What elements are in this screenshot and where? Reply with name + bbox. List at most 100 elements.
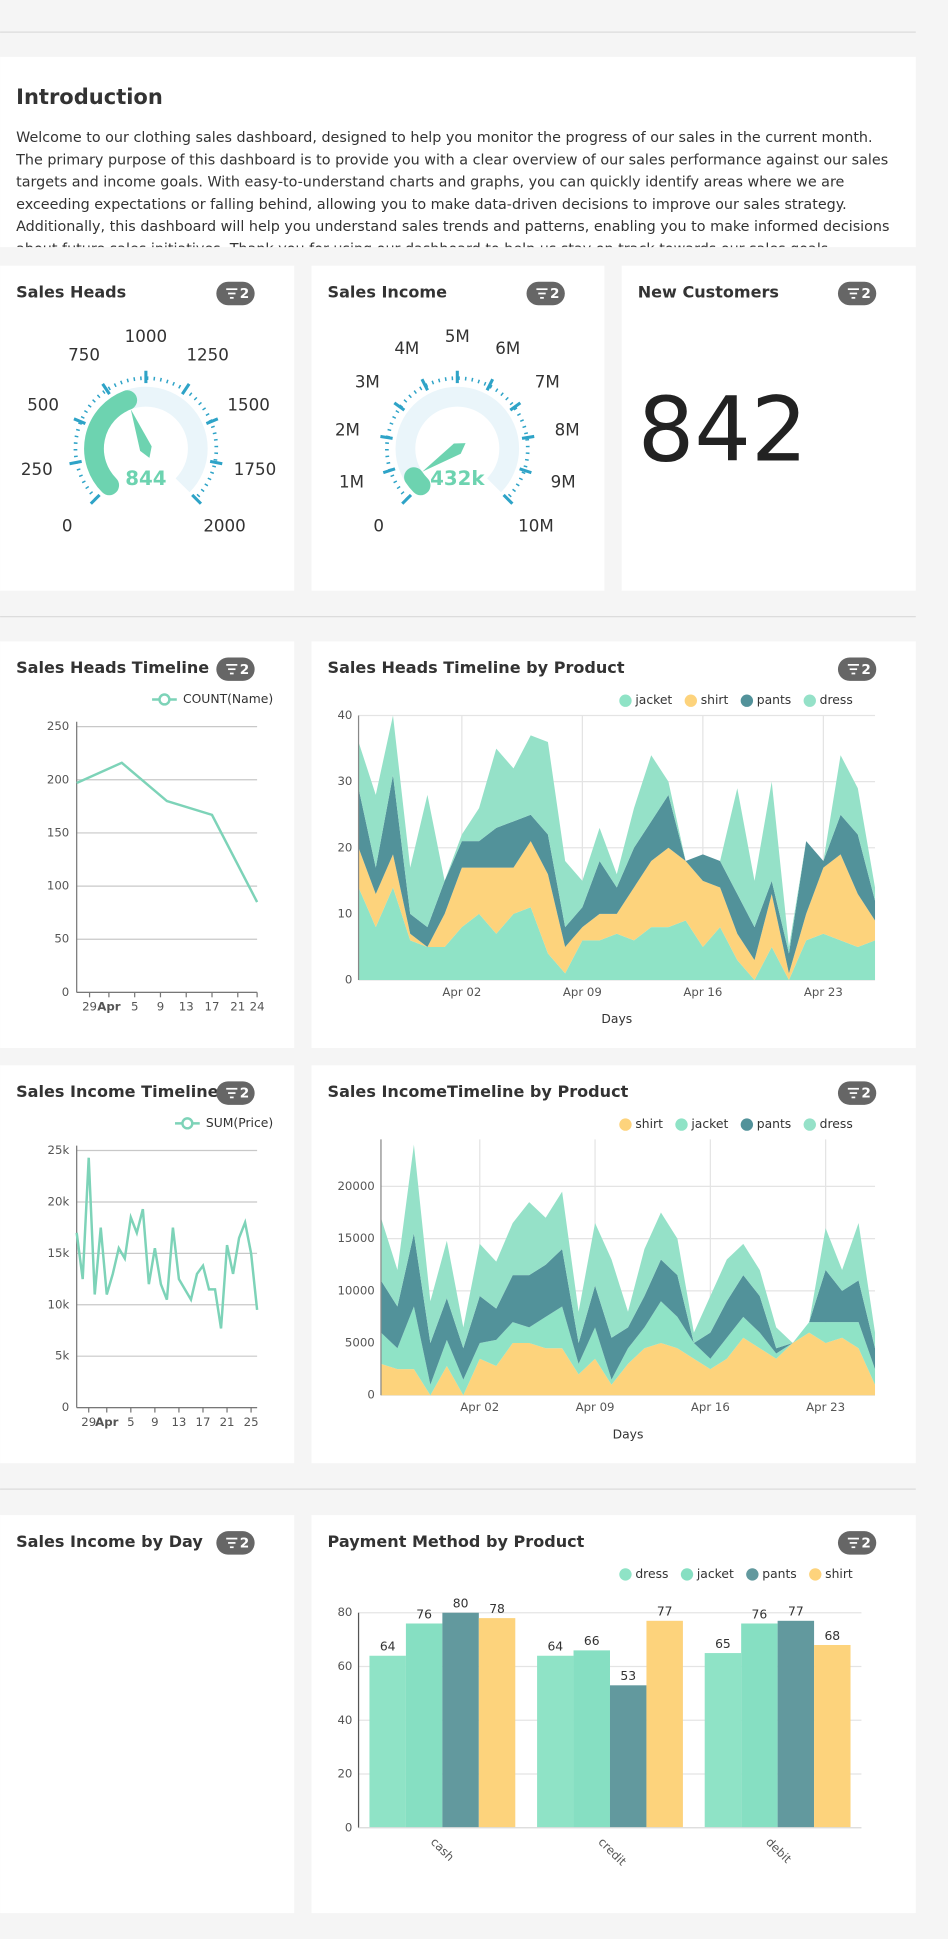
gauge-tick-label: 0: [62, 517, 73, 536]
x-tick-label: Apr: [95, 1415, 118, 1429]
card-bg: [311, 265, 605, 591]
filter-badge[interactable]: 2: [216, 1531, 255, 1555]
filter-badge[interactable]: 2: [837, 1531, 877, 1555]
card: Sales Heads 2 0 250 500 750 1000 1250 1500 1750 20…: [0, 265, 295, 591]
intro-box: Introduction Welcome to our clothing sal…: [0, 57, 916, 247]
x-tick-label: 29: [81, 1415, 96, 1429]
legend-marker: [619, 1118, 632, 1131]
x-tick-label: 13: [179, 1000, 194, 1014]
card-title: New Customers: [638, 282, 779, 301]
legend: COUNT(Name): [152, 692, 273, 706]
y-tick-label: 20: [337, 840, 352, 854]
badge-count[interactable]: 2: [240, 662, 249, 678]
x-tick-label: Apr 23: [804, 985, 843, 999]
legend-label: pants: [757, 1117, 791, 1131]
legend-label: jacket: [634, 693, 672, 707]
badge-count[interactable]: 2: [550, 286, 559, 302]
gauge-tick: [73, 417, 86, 425]
card-title: Sales Income by Day: [16, 1532, 203, 1551]
gauge-tick: [420, 378, 429, 391]
filter-badge[interactable]: 2: [216, 657, 255, 681]
gauge-track: [395, 386, 520, 493]
y-tick-label: 80: [337, 1605, 352, 1619]
intro-title: Introduction: [16, 85, 163, 110]
y-tick-label: 10k: [48, 1297, 70, 1311]
intro-text: Welcome to our clothing sales dashboard,…: [16, 128, 890, 248]
legend-marker: [619, 1568, 632, 1581]
card: Sales Heads Timeline 2 0 50 100 150 200 250 29 Ap…: [0, 641, 295, 1048]
series-line: [76, 761, 259, 903]
x-tick-label: Apr 02: [460, 1400, 499, 1414]
x-axis-title: Days: [613, 1427, 644, 1441]
intro-card: [0, 56, 916, 248]
gauge-tick: [89, 493, 101, 505]
intro: Introduction Welcome to our clothing sal…: [0, 57, 916, 247]
gauge-value-label: 844: [125, 467, 166, 490]
x-tick-label: Apr 09: [576, 1400, 615, 1414]
filter-badge[interactable]: 2: [216, 1081, 255, 1105]
card-bg: [0, 1515, 295, 1914]
card: Payment Method by Product 202040608064768…: [311, 1515, 916, 1914]
legend-label: SUM(Price): [206, 1116, 273, 1130]
badge-count[interactable]: 2: [861, 1086, 870, 1102]
bar: [369, 1655, 406, 1828]
card: New Customers 2 842: [621, 265, 916, 591]
gauge-tick: [521, 434, 535, 440]
badge-count[interactable]: 2: [861, 1536, 870, 1552]
gauge-tick: [191, 493, 203, 505]
y-tick-label: 60: [337, 1659, 352, 1673]
legend-label: dress: [635, 1567, 668, 1581]
card-bg: [621, 265, 916, 591]
card: Sales Income 2 0 1M 2M 3M 4M 5M 6M 7M 8M 9M 10M 432k: [311, 265, 605, 591]
gauge-tick: [519, 467, 532, 475]
bar: [704, 1653, 742, 1828]
bar-value-label: 64: [547, 1640, 563, 1654]
legend-label: COUNT(Name): [183, 692, 273, 706]
badge-count[interactable]: 2: [240, 286, 249, 302]
badge-count[interactable]: 2: [240, 1536, 249, 1552]
gauge-ring: [73, 376, 219, 500]
y-tick-label: 200: [47, 772, 69, 786]
y-tick-label: 0: [367, 1388, 374, 1402]
card-title: Sales Heads Timeline: [16, 658, 209, 677]
gauge-tick-label: 10M: [518, 517, 554, 536]
series-area: [358, 715, 876, 954]
gauge-tick-label: 1750: [234, 460, 276, 479]
filter-badge[interactable]: 2: [837, 281, 877, 306]
gauge-value: [404, 467, 431, 496]
gauge-tick-label: 1500: [227, 396, 269, 415]
gauge-tick: [69, 459, 82, 466]
filter-badge[interactable]: 2: [837, 1081, 877, 1105]
badge-count[interactable]: 2: [861, 286, 870, 302]
card: Sales Income by Day 2: [0, 1515, 295, 1914]
x-tick-label: 25: [244, 1415, 259, 1429]
gauge-tick: [502, 493, 514, 505]
legend-marker: [158, 693, 171, 706]
y-tick-label: 0: [345, 973, 352, 987]
bar: [405, 1623, 443, 1828]
card: Sales IncomeTimeline by Product 2 0 5000 100…: [311, 1065, 916, 1464]
legend-marker: [746, 1568, 759, 1581]
y-tick-label: 30: [337, 774, 352, 788]
badge-count[interactable]: 2: [240, 1086, 249, 1102]
filter-badge[interactable]: 2: [526, 281, 565, 306]
y-tick-label: 40: [337, 1713, 352, 1727]
legend-marker: [803, 1118, 816, 1131]
legend-marker: [680, 1568, 694, 1581]
bar-value-label: 77: [788, 1605, 804, 1619]
gauge-tick-label: 2M: [335, 421, 360, 440]
gauge-tick-label: 6M: [495, 339, 520, 358]
filter-badge[interactable]: 2: [837, 657, 877, 681]
gauge-tick-label: 9M: [551, 472, 576, 491]
card-title: Sales Income: [328, 282, 448, 301]
y-tick-label: 0: [62, 985, 69, 999]
legend-label: jacket: [696, 1567, 734, 1581]
gauge-needle: [130, 409, 152, 458]
bar: [478, 1618, 516, 1828]
bar-value-label: 53: [620, 1669, 636, 1683]
gauge-tick: [101, 383, 111, 396]
filter-badge[interactable]: 2: [216, 281, 255, 306]
gauge-tick-label: 500: [27, 396, 59, 415]
badge-count[interactable]: 2: [861, 662, 870, 678]
bar: [609, 1685, 647, 1828]
